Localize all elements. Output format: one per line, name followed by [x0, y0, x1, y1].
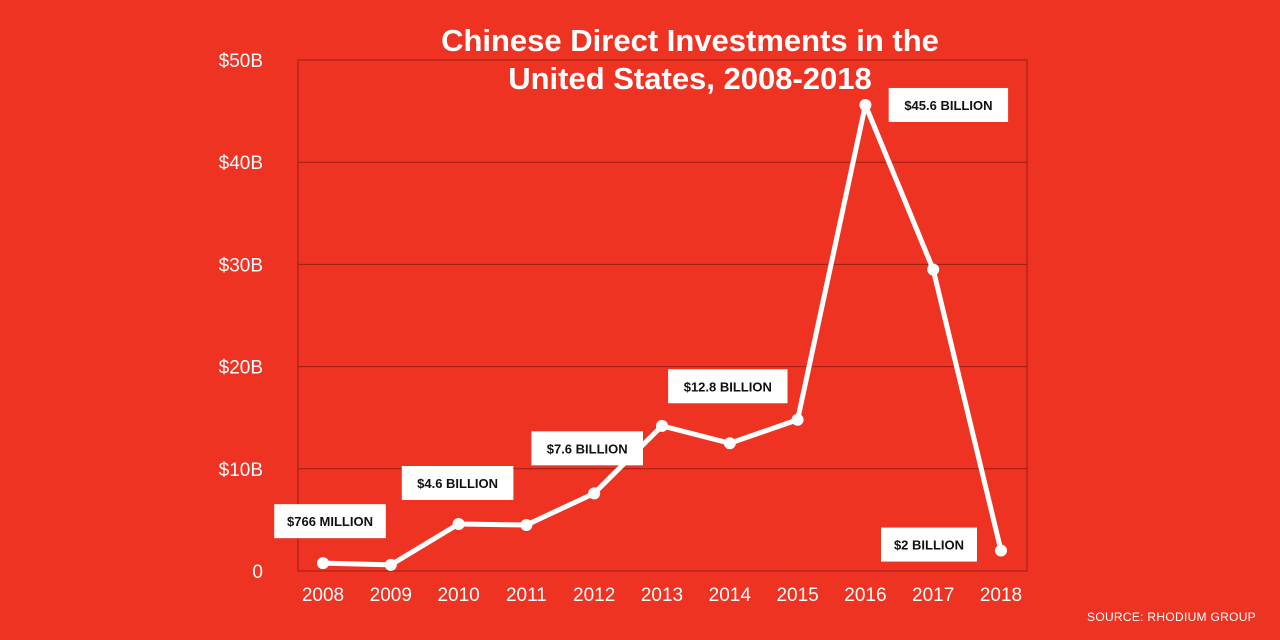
x-tick-label: 2017 — [912, 585, 954, 606]
y-tick-label: $40B — [219, 153, 263, 174]
data-point — [520, 519, 533, 532]
callout-box — [668, 369, 788, 404]
x-axis-ticks: 2008 2009 2010 2011 2012 2013 2014 2015 2016 2017… — [302, 585, 1022, 606]
x-tick-label: 2009 — [370, 585, 412, 606]
data-point — [317, 557, 329, 570]
chart-title-line-1: Chinese Direct Investments in the — [441, 23, 939, 58]
x-tick-label: 2015 — [776, 585, 818, 606]
y-tick-label: $10B — [219, 460, 263, 481]
data-label: $45.6 BILLION — [904, 98, 992, 113]
data-point — [588, 487, 601, 500]
callout: $4.6 BILLION — [401, 465, 514, 500]
x-tick-label: 2008 — [302, 585, 344, 606]
data-points — [317, 98, 1007, 571]
x-tick-label: 2011 — [506, 585, 547, 606]
plot-frame — [297, 59, 1028, 572]
data-point — [452, 517, 465, 530]
callout: $12.8 BILLION — [668, 369, 788, 404]
callout: $766 MILLION — [274, 504, 386, 539]
x-tick-label: 2014 — [709, 585, 752, 606]
y-tick-label: $50B — [219, 51, 263, 72]
y-tick-label: 0 — [252, 562, 263, 583]
x-tick-label: 2016 — [844, 585, 886, 606]
data-label: $4.6 BILLION — [417, 476, 498, 491]
data-label: $12.8 BILLION — [684, 379, 772, 394]
chart-title-line-2: United States, 2008-2018 — [508, 61, 872, 96]
x-tick-label: 2018 — [980, 585, 1022, 606]
x-tick-label: 2012 — [573, 585, 615, 606]
data-point — [995, 544, 1007, 557]
data-label: $2 BILLION — [894, 538, 964, 553]
callout-box — [401, 465, 514, 500]
data-label: $7.6 BILLION — [547, 441, 628, 456]
data-point — [656, 419, 668, 432]
x-tick-label: 2010 — [437, 585, 479, 606]
x-tick-label: 2013 — [641, 585, 683, 606]
source-note: SOURCE: RHODIUM GROUP — [1087, 610, 1256, 624]
data-point — [927, 263, 940, 276]
data-callouts: $766 MILLION $4.6 BILLION $7.6 BILLION $12.… — [274, 87, 1009, 562]
callout-box — [274, 504, 386, 539]
data-point — [384, 558, 397, 571]
callout-box — [531, 431, 643, 466]
y-tick-label: $20B — [219, 358, 263, 379]
grid-layer — [297, 59, 1028, 572]
callout-box — [888, 87, 1009, 122]
data-point — [791, 413, 804, 426]
callout: $7.6 BILLION — [531, 431, 643, 466]
callout-box — [881, 527, 977, 562]
data-point — [723, 437, 736, 450]
data-label: $766 MILLION — [287, 514, 373, 529]
chart-title: Chinese Direct Investments in the United… — [300, 22, 1080, 98]
y-axis-ticks: 0 $10B $20B $30B $40B $50B — [219, 51, 263, 583]
callout: $2 BILLION — [881, 527, 977, 562]
data-point — [859, 98, 872, 111]
y-tick-label: $30B — [219, 255, 263, 276]
callout: $45.6 BILLION — [888, 87, 1009, 122]
